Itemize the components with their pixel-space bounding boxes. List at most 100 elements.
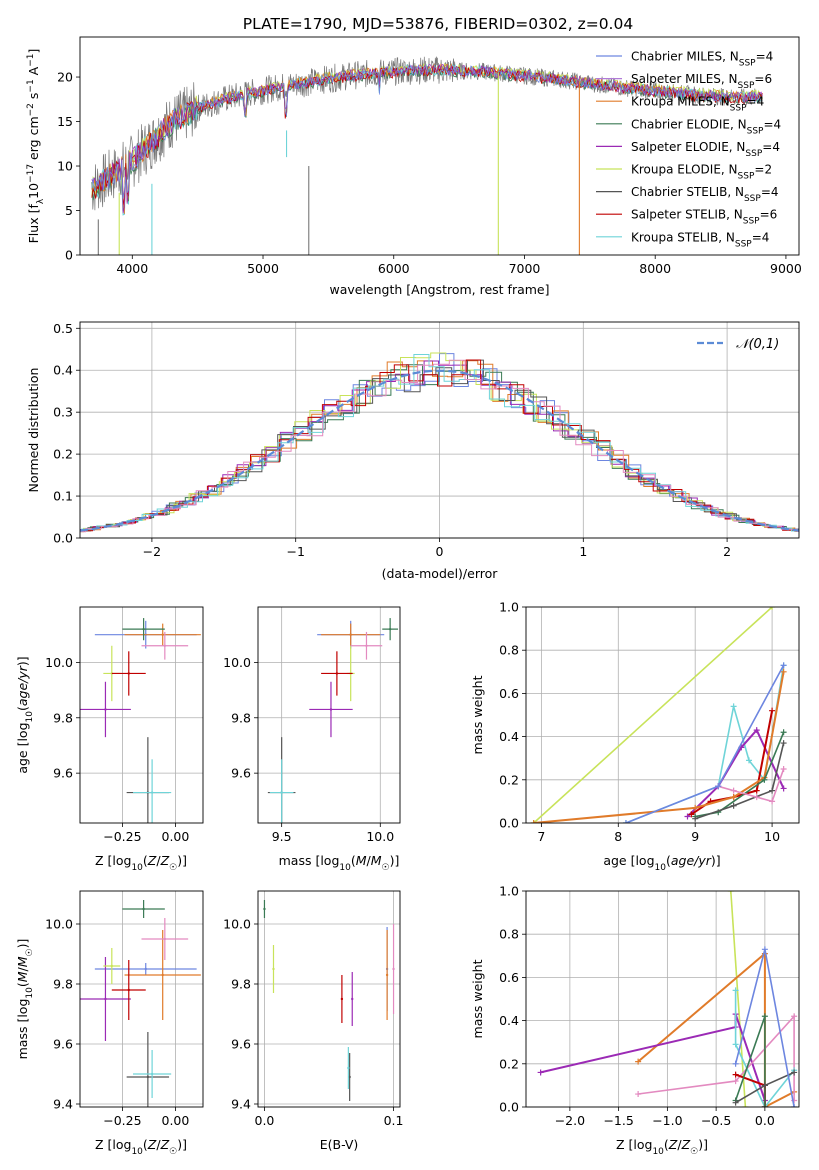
x-tick-label: −0.25 <box>103 1113 141 1128</box>
data-point <box>150 1072 154 1076</box>
weight-marker <box>780 766 787 772</box>
x-tick-label: 0.0 <box>755 1113 775 1128</box>
data-point <box>110 964 114 968</box>
y-tick-label: 9.8 <box>231 710 251 725</box>
weight-marker <box>742 1104 749 1107</box>
x-tick-label: 9000 <box>770 261 802 276</box>
weight-marker <box>732 1071 739 1078</box>
y-tick-label: 0.6 <box>499 686 519 701</box>
axes-frame <box>79 36 800 256</box>
x-tick-label: −2 <box>143 544 161 559</box>
weight-marker <box>530 820 537 823</box>
data-point <box>144 967 147 971</box>
x-tick-label: 2 <box>723 544 731 559</box>
y-tick-label: 0.6 <box>499 970 519 985</box>
weight-marker <box>732 1041 739 1048</box>
x-tick-label: 7000 <box>509 261 541 276</box>
weight-series <box>694 742 785 820</box>
weight-marker <box>753 794 760 801</box>
y-tick-label: 10.0 <box>223 917 251 932</box>
y-tick-label: 9.8 <box>231 977 251 992</box>
y-tick-label: 0.2 <box>53 447 73 462</box>
y-tick-label: 10.0 <box>45 655 73 670</box>
legend-entry: Chabrier ELODIE, NSSP=4 <box>631 117 781 136</box>
weight-marker <box>791 1069 798 1076</box>
data-point <box>163 937 167 941</box>
data-point <box>351 997 354 1001</box>
weight-marker <box>730 703 737 710</box>
weight-marker <box>732 1078 739 1085</box>
x-tick-label: 5000 <box>247 261 279 276</box>
x-tick-label: 0.1 <box>384 1113 404 1128</box>
legend-entry: 𝒩(0,1) <box>736 337 779 352</box>
mass-ebv-plot-area <box>263 900 395 1101</box>
weight-age-plot-area <box>530 607 787 823</box>
weight-marker <box>769 798 776 805</box>
weight-marker <box>791 1104 798 1107</box>
legend-entry: Chabrier MILES, NSSP=4 <box>631 50 773 69</box>
weight-series <box>735 1073 766 1107</box>
x-tick-label: 8000 <box>639 261 671 276</box>
data-point <box>163 644 167 647</box>
x-tick-label: 10.0 <box>366 829 394 844</box>
weight-marker <box>692 815 699 822</box>
y-tick-label: 9.6 <box>53 766 73 781</box>
data-point <box>385 973 389 977</box>
data-point <box>127 988 130 992</box>
histogram-series <box>80 359 799 533</box>
legend-entry: Kroupa ELODIE, NSSP=2 <box>631 163 772 182</box>
data-point <box>388 627 392 631</box>
y-tick-label: 0.5 <box>53 321 73 336</box>
weight-marker <box>791 1013 798 1020</box>
x-axis-label: (data-model)/error <box>382 566 499 581</box>
weight-marker <box>732 1060 739 1067</box>
weight-series <box>540 1013 766 1107</box>
plots-layer: 4000 5000 6000 7000 8000 900005101520Chabrier… <box>15 36 802 1157</box>
y-tick-label: 0.3 <box>53 405 73 420</box>
weight-marker <box>692 804 699 811</box>
weight-marker <box>761 1013 768 1020</box>
data-point <box>127 672 130 675</box>
y-tick-label: 0.0 <box>499 1100 519 1115</box>
legend-entry: Salpeter STELIB, NSSP=6 <box>631 208 777 227</box>
x-tick-label: 1 <box>579 544 587 559</box>
data-point <box>272 967 275 971</box>
axes-frame <box>257 890 401 1108</box>
histogram-series <box>80 354 799 532</box>
x-tick-label: 10 <box>764 829 780 844</box>
y-tick-label: 5 <box>65 203 73 218</box>
weight-marker <box>727 891 734 894</box>
weight-marker <box>730 787 737 794</box>
y-axis-label: mass [log10(M/M☉)] <box>15 939 35 1060</box>
weight-marker <box>730 802 737 809</box>
axes-frame <box>79 890 204 1108</box>
y-tick-label: 9.8 <box>53 710 73 725</box>
y-axis-label: mass weight <box>470 959 485 1038</box>
x-tick-label: 0.00 <box>162 1113 190 1128</box>
data-point <box>365 644 368 647</box>
y-axis-label: Normed distribution <box>26 368 41 493</box>
spectrum-model-line <box>91 64 763 199</box>
data-point <box>150 791 154 794</box>
weight-marker <box>684 813 691 820</box>
weight-series <box>533 607 773 823</box>
weight-marker <box>715 783 722 790</box>
x-axis-label: wavelength [Angstrom, rest frame] <box>329 282 549 297</box>
data-point <box>142 627 145 631</box>
weight-marker <box>769 787 776 794</box>
data-point <box>280 791 283 794</box>
x-tick-label: −1 <box>286 544 304 559</box>
weight-marker <box>761 1104 768 1107</box>
weight-marker <box>780 740 787 747</box>
y-tick-label: 9.8 <box>53 977 73 992</box>
x-axis-label: Z [log10(Z/Z☉)] <box>95 1137 187 1157</box>
x-axis-label: Z [log10(Z/Z☉)] <box>95 853 187 873</box>
y-tick-label: 0.1 <box>53 489 73 504</box>
weight-marker <box>780 662 787 669</box>
axes-frame <box>525 606 800 824</box>
data-point <box>348 1075 351 1079</box>
y-axis-label: Flux [fλ10−17 erg cm−2 s−1 A−1] <box>26 49 46 244</box>
residuals-plot-area <box>80 352 799 533</box>
weight-marker <box>769 607 776 610</box>
axes-frame <box>79 606 204 824</box>
